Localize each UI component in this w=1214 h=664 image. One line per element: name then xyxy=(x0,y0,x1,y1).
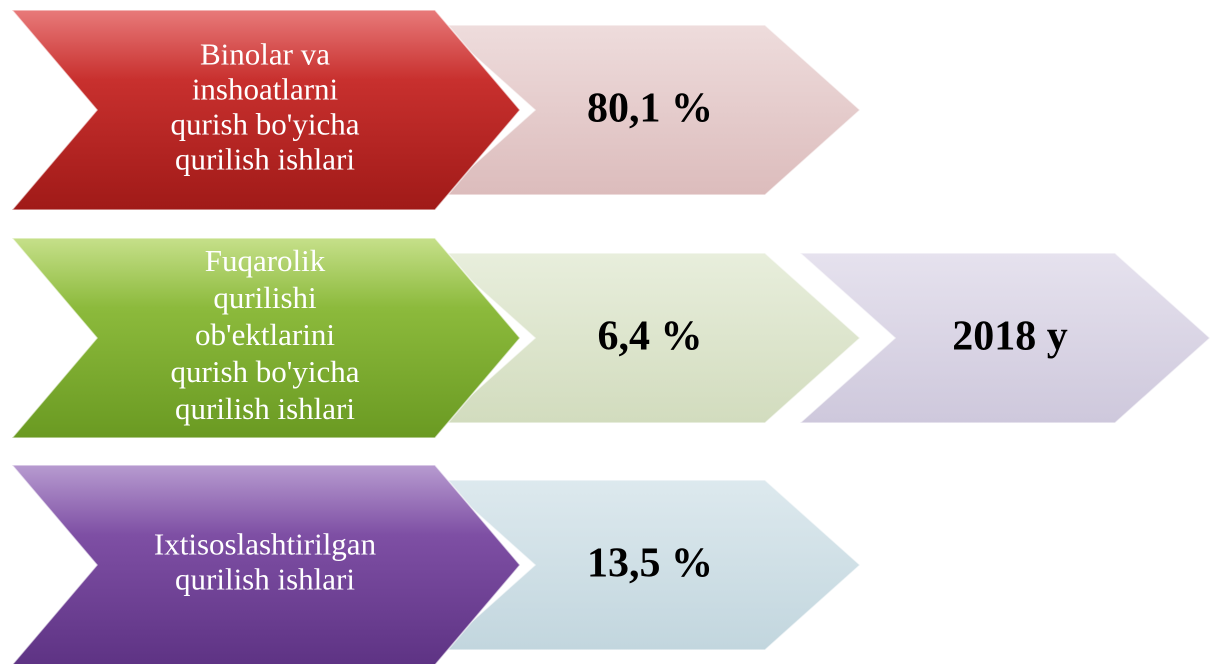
row-label: qurilish ishlari xyxy=(175,142,355,177)
extra-chevron xyxy=(798,252,1212,424)
value-chevron xyxy=(438,24,862,196)
row-label: qurilishi xyxy=(213,280,317,315)
label-chevron xyxy=(10,464,521,664)
row-label: ob'ektlarini xyxy=(195,317,335,352)
row-label: qurish bo'yicha xyxy=(171,354,360,389)
row-extra: 2018 y xyxy=(952,314,1068,360)
label-chevron xyxy=(10,237,521,439)
row-label: Ixtisoslashtirilgan xyxy=(154,527,377,562)
row-value: 80,1 % xyxy=(587,86,713,132)
row-label: Binolar va xyxy=(200,37,330,72)
row-label: Fuqarolik xyxy=(205,243,326,278)
value-chevron xyxy=(438,479,862,651)
row-label: qurilish ishlari xyxy=(175,562,355,597)
row-value: 13,5 % xyxy=(587,541,713,587)
row-label: qurish bo'yicha xyxy=(171,107,360,142)
row-label: qurilish ishlari xyxy=(175,391,355,426)
row-label: inshoatlarni xyxy=(192,72,339,107)
row-value: 6,4 % xyxy=(598,314,703,360)
label-chevron xyxy=(10,9,521,211)
value-chevron xyxy=(438,252,862,424)
